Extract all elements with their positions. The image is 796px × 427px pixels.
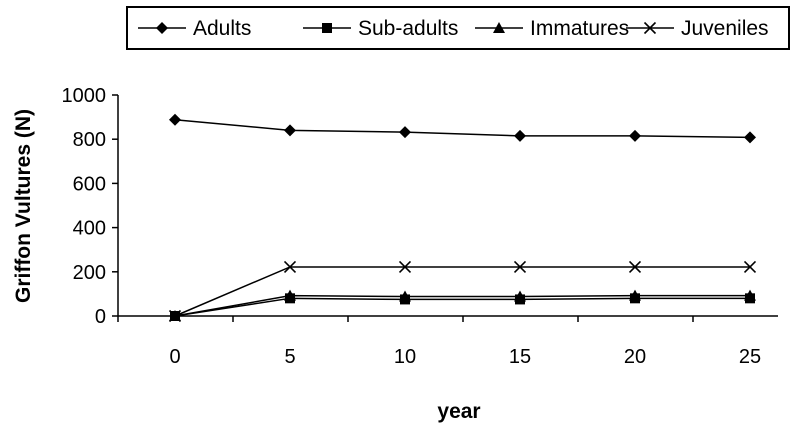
data-point-juveniles xyxy=(168,309,182,323)
series-line-juveniles xyxy=(174,266,750,317)
series-line-adults xyxy=(174,119,751,139)
legend: Adults Sub-adults Immatures Juveniles xyxy=(126,6,790,50)
data-point-juveniles xyxy=(283,260,297,274)
data-point-adults xyxy=(169,113,181,126)
legend-marker xyxy=(493,22,505,33)
x-tick-label: 15 xyxy=(509,346,531,368)
data-point-juveniles xyxy=(743,260,757,274)
y-tick-label: 800 xyxy=(73,129,106,151)
series-line-immatures xyxy=(174,294,750,317)
data-point-immatures xyxy=(744,289,756,301)
data-point-juveniles xyxy=(628,260,642,274)
x-tick-label: 5 xyxy=(284,346,295,368)
y-tick-label: 600 xyxy=(73,173,106,195)
data-point-immatures xyxy=(514,290,526,302)
x-tick-label: 10 xyxy=(394,346,416,368)
legend-marker xyxy=(156,22,168,34)
legend-marker xyxy=(643,21,657,35)
y-tick-label: 0 xyxy=(95,306,106,328)
data-point-immatures xyxy=(284,289,296,301)
data-point-adults xyxy=(744,131,756,144)
data-point-adults xyxy=(284,124,296,137)
data-point-adults xyxy=(399,126,411,139)
data-point-juveniles xyxy=(398,260,412,274)
y-tick-label: 200 xyxy=(73,262,106,284)
x-tick-label: 0 xyxy=(169,346,180,368)
plot-area: 0 200 400 600 800 1000 0 5 10 15 20 25 xyxy=(62,85,778,368)
legend-label: Juveniles xyxy=(681,17,769,40)
x-tick-label: 25 xyxy=(739,346,761,368)
y-axis-title: Griffon Vultures (N) xyxy=(12,109,35,303)
x-tick-label: 20 xyxy=(624,346,646,368)
legend-label: Immatures xyxy=(530,17,629,40)
legend-item-adults: Adults xyxy=(138,17,251,40)
y-tick-label: 1000 xyxy=(62,85,107,107)
legend-label: Adults xyxy=(193,17,251,40)
data-point-juveniles xyxy=(513,260,527,274)
legend-item-juveniles: Juveniles xyxy=(626,17,769,40)
y-tick-label: 400 xyxy=(73,218,106,240)
legend-item-sub-adults: Sub-adults xyxy=(303,17,458,40)
data-point-adults xyxy=(629,129,641,142)
legend-box xyxy=(126,6,790,50)
legend-label: Sub-adults xyxy=(358,17,458,40)
data-point-adults xyxy=(514,129,526,142)
data-point-immatures xyxy=(629,289,641,301)
x-axis-title: year xyxy=(437,400,480,423)
legend-marker xyxy=(322,23,332,33)
data-point-immatures xyxy=(399,290,411,302)
legend-item-immatures: Immatures xyxy=(475,17,629,40)
series-line-sub-adults xyxy=(174,297,750,317)
